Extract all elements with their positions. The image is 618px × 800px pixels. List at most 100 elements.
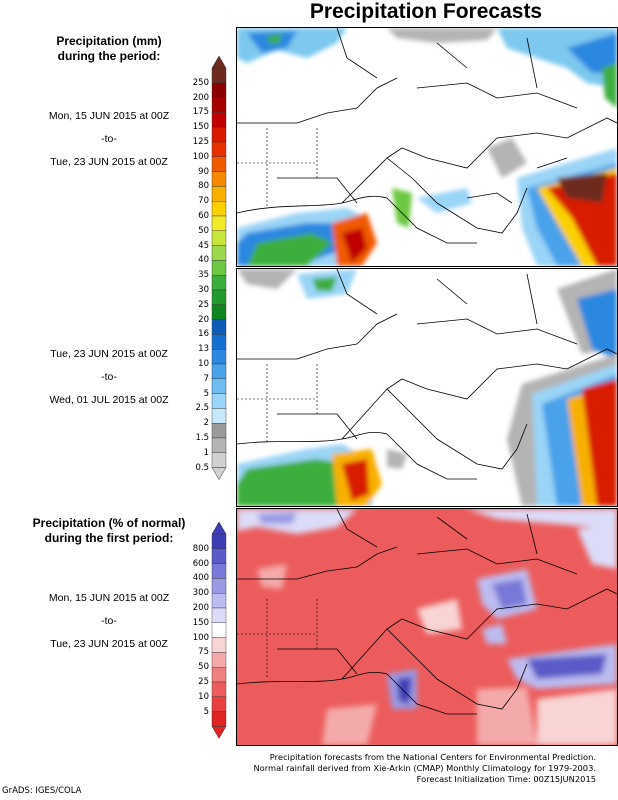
colorbar-segment — [211, 260, 227, 276]
colorbar-tick-label: 175 — [192, 107, 209, 118]
period2-start: Tue, 23 JUN 2015 at 00Z — [50, 348, 168, 360]
colorbar-segment — [211, 696, 227, 712]
colorbar-tick-label: 7 — [203, 373, 209, 384]
colorbar-tick-label: 10 — [198, 359, 209, 369]
colorbar-svg — [211, 521, 227, 739]
colorbar-segment — [211, 652, 227, 668]
pct-header-line1: Precipitation (% of normal) — [32, 516, 186, 530]
colorbar-tick-label: 10 — [198, 691, 209, 702]
colorbar-segment — [211, 711, 227, 727]
colorbar-segment — [211, 363, 227, 380]
colorbar-top-arrow — [211, 521, 227, 535]
colorbar-bottom-arrow — [211, 467, 227, 481]
colorbar-segment — [211, 666, 227, 683]
colorbar-segment — [211, 592, 227, 609]
map-panel-percent-normal — [236, 508, 618, 746]
period1-start: Mon, 15 JUN 2015 at 00Z — [48, 110, 170, 122]
colorbar-segment — [211, 622, 227, 638]
colorbar-tick-label: 150 — [192, 122, 209, 133]
pct-period-sep: -to- — [101, 615, 117, 627]
colorbar-segment — [211, 171, 227, 187]
colorbar-top-arrow — [211, 55, 227, 69]
colorbar-tick-label: 100 — [192, 151, 209, 162]
colorbar-segment — [211, 67, 227, 84]
colorbar-segment — [211, 215, 227, 232]
colorbar-segment — [211, 245, 227, 261]
period2-end: Wed, 01 JUL 2015 at 00Z — [49, 394, 169, 406]
colorbar-tick-label: 13 — [198, 344, 209, 355]
colorbar-segment — [211, 200, 227, 217]
colorbar-tick-label: 5 — [203, 388, 209, 399]
colorbar-tick-label: 35 — [198, 270, 209, 281]
colorbar-segment — [211, 378, 227, 394]
colorbar-segment — [211, 112, 227, 128]
colorbar-tick-label: 600 — [192, 558, 209, 569]
period1-end: Tue, 23 JUN 2015 at 00Z — [50, 156, 168, 168]
colorbar-segment — [211, 393, 227, 409]
colorbar-tick-label: 30 — [198, 285, 209, 295]
colorbar-segment — [211, 334, 227, 350]
map-panel-period1 — [236, 27, 618, 267]
colorbar-tick-label: 80 — [198, 181, 209, 192]
pct-colorbar: 800 600 400 300 200 150 100 75 50 25 10 5 — [193, 521, 227, 739]
colorbar-tick-label: 45 — [198, 240, 209, 251]
pct-period-end: Tue, 23 JUN 2015 at 00Z — [50, 638, 168, 650]
colorbar-tick-label: 90 — [198, 166, 209, 177]
colorbar-segment — [211, 304, 227, 320]
colorbar-tick-label: 400 — [192, 573, 209, 584]
colorbar-segment — [211, 607, 227, 624]
colorbar-tick-label: 1 — [203, 447, 209, 458]
colorbar-tick-label: 20 — [198, 314, 209, 325]
footer-line2: Normal rainfall derived from Xie-Arkin (… — [253, 763, 596, 773]
pct-header-line2: during the first period: — [44, 531, 174, 545]
grads-credit: GrADS: IGES/COLA — [2, 786, 82, 796]
colorbar-segment — [211, 274, 227, 291]
colorbar-tick-label: 2.5 — [195, 403, 209, 414]
colorbar-tick-label: 70 — [198, 196, 209, 207]
period1-sep: -to- — [101, 133, 117, 145]
colorbar-tick-label: 800 — [192, 543, 209, 554]
mm-header-line2: during the period: — [57, 49, 161, 63]
footer-line3: Forecast Initialization Time: 00Z15JUN20… — [416, 774, 596, 784]
colorbar-segment — [211, 126, 227, 143]
colorbar-segment — [211, 186, 227, 202]
colorbar-tick-label: 200 — [192, 92, 209, 103]
colorbar-tick-label: 25 — [198, 677, 209, 687]
colorbar-segment — [211, 141, 227, 158]
colorbar-tick-label: 50 — [198, 662, 209, 673]
colorbar-tick-label: 25 — [198, 299, 209, 310]
colorbar-svg — [211, 55, 227, 481]
colorbar-segment — [211, 289, 227, 306]
colorbar-segment — [211, 82, 227, 98]
page-title: Precipitation Forecasts — [309, 0, 543, 23]
footer-line1: Precipitation forecasts from the Nationa… — [269, 752, 596, 762]
colorbar-tick-label: 5 — [203, 706, 209, 717]
colorbar-tick-label: 300 — [192, 588, 209, 599]
colorbar-segment — [211, 408, 227, 424]
colorbar-tick-label: 50 — [198, 225, 209, 236]
colorbar-tick-label: 16 — [198, 329, 209, 340]
colorbar-segment — [211, 563, 227, 579]
colorbar-bottom-arrow — [211, 726, 227, 739]
colorbar-tick-label: 200 — [192, 603, 209, 613]
colorbar-segment — [211, 637, 227, 653]
colorbar-tick-label: 100 — [192, 632, 209, 643]
mm-header-line1: Precipitation (mm) — [56, 34, 162, 48]
colorbar-tick-label: 2 — [203, 418, 209, 429]
colorbar-tick-label: 40 — [198, 255, 209, 266]
colorbar-segment — [211, 319, 227, 335]
map-panel-period2 — [236, 268, 618, 507]
colorbar-segment — [211, 230, 227, 246]
colorbar-segment — [211, 97, 227, 113]
colorbar-segment — [211, 578, 227, 594]
mm-colorbar: 250 200 175 150 125 100 90 80 70 60 50 45 40 35 30 25 20… — [193, 55, 227, 481]
colorbar-tick-label: 60 — [198, 211, 209, 221]
colorbar-segment — [211, 533, 227, 550]
colorbar-tick-label: 1.5 — [195, 433, 209, 443]
colorbar-tick-label: 0.5 — [195, 462, 209, 473]
colorbar-segment — [211, 349, 227, 365]
period2-sep: -to- — [101, 371, 117, 383]
colorbar-tick-label: 150 — [192, 617, 209, 628]
colorbar-tick-label: 250 — [192, 77, 209, 88]
colorbar-segment — [211, 681, 227, 698]
